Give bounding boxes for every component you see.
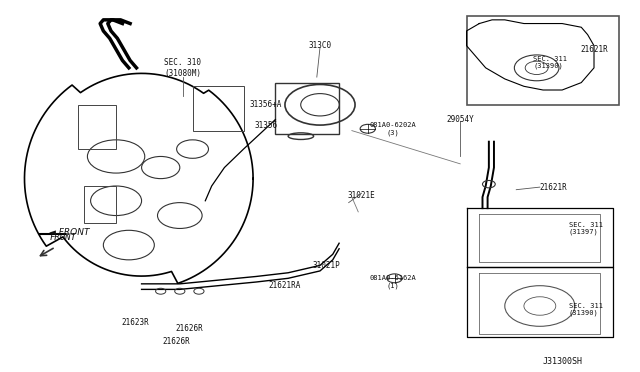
Bar bbox=[193, 86, 244, 131]
Text: SEC. 311
(31390): SEC. 311 (31390) bbox=[534, 55, 568, 69]
Text: 21621R: 21621R bbox=[580, 45, 608, 54]
Text: SEC. 311
(31390): SEC. 311 (31390) bbox=[568, 303, 602, 317]
Text: 081A0-6202A
(3): 081A0-6202A (3) bbox=[370, 122, 417, 135]
Text: SEC. 310
(31080M): SEC. 310 (31080M) bbox=[164, 58, 202, 77]
Text: 313C0: 313C0 bbox=[308, 41, 332, 50]
Text: SEC. 311
(31397): SEC. 311 (31397) bbox=[568, 222, 602, 235]
Bar bbox=[78, 105, 116, 149]
Text: 29054Y: 29054Y bbox=[446, 115, 474, 124]
Text: J31300SH: J31300SH bbox=[542, 357, 582, 366]
Text: 31021E: 31021E bbox=[348, 191, 375, 200]
Text: 21626R: 21626R bbox=[175, 324, 204, 333]
Bar bbox=[84, 186, 116, 223]
Text: 081A0-6162A
(1): 081A0-6162A (1) bbox=[370, 275, 417, 289]
Bar bbox=[275, 83, 339, 134]
Text: 21626R: 21626R bbox=[163, 337, 191, 346]
Text: 31356+A: 31356+A bbox=[250, 100, 282, 109]
Text: ◄ FRONT: ◄ FRONT bbox=[49, 228, 90, 237]
Text: FRONT: FRONT bbox=[49, 233, 76, 242]
Text: 31356: 31356 bbox=[254, 121, 277, 129]
Text: 21621R: 21621R bbox=[540, 183, 568, 192]
Text: 21621RA: 21621RA bbox=[269, 281, 301, 290]
Text: 21623R: 21623R bbox=[122, 318, 149, 327]
Text: 31021P: 31021P bbox=[312, 261, 340, 270]
Bar bbox=[467, 16, 620, 105]
